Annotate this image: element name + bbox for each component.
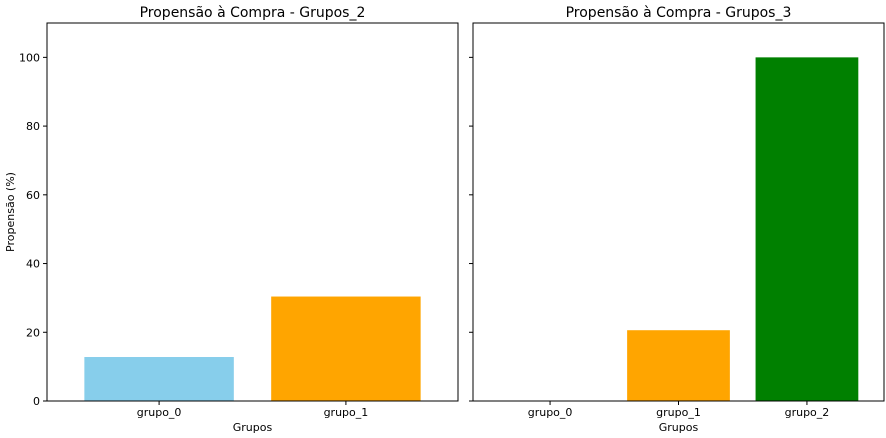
bar-grupo_0	[84, 357, 234, 401]
y-tick-label: 20	[26, 326, 40, 339]
plot-frame-right	[472, 22, 885, 402]
y-tick-label: 40	[26, 258, 40, 271]
y-tick-label: 80	[26, 120, 40, 133]
x-tick-label: grupo_0	[137, 406, 182, 419]
bar-grupo_2	[755, 57, 859, 401]
chart-title-left: Propensão à Compra - Grupos_2	[140, 5, 366, 21]
x-axis-label-right: Grupos	[659, 421, 699, 434]
chart-title-right: Propensão à Compra - Grupos_3	[566, 5, 792, 21]
x-tick-label: grupo_1	[324, 406, 369, 419]
x-tick-label: grupo_1	[656, 406, 701, 419]
x-tick-label: grupo_2	[785, 406, 830, 419]
chart-panel-left: Propensão à Compra - Grupos_2 grupo_0 gru…	[4, 5, 459, 434]
x-tick-label: grupo_0	[528, 406, 573, 419]
y-tick-label: 100	[19, 51, 40, 64]
x-axis-label-left: Grupos	[233, 421, 273, 434]
bar-grupo_1	[627, 330, 730, 401]
plot-frame-left	[46, 22, 459, 402]
bar-grupo_1	[271, 296, 421, 401]
y-tick-label: 0	[33, 395, 40, 408]
y-tick-label: 60	[26, 189, 40, 202]
chart-panel-right: Propensão à Compra - Grupos_3 grupo_0 gru…	[469, 5, 885, 434]
y-axis-label: Propensão (%)	[4, 172, 17, 252]
